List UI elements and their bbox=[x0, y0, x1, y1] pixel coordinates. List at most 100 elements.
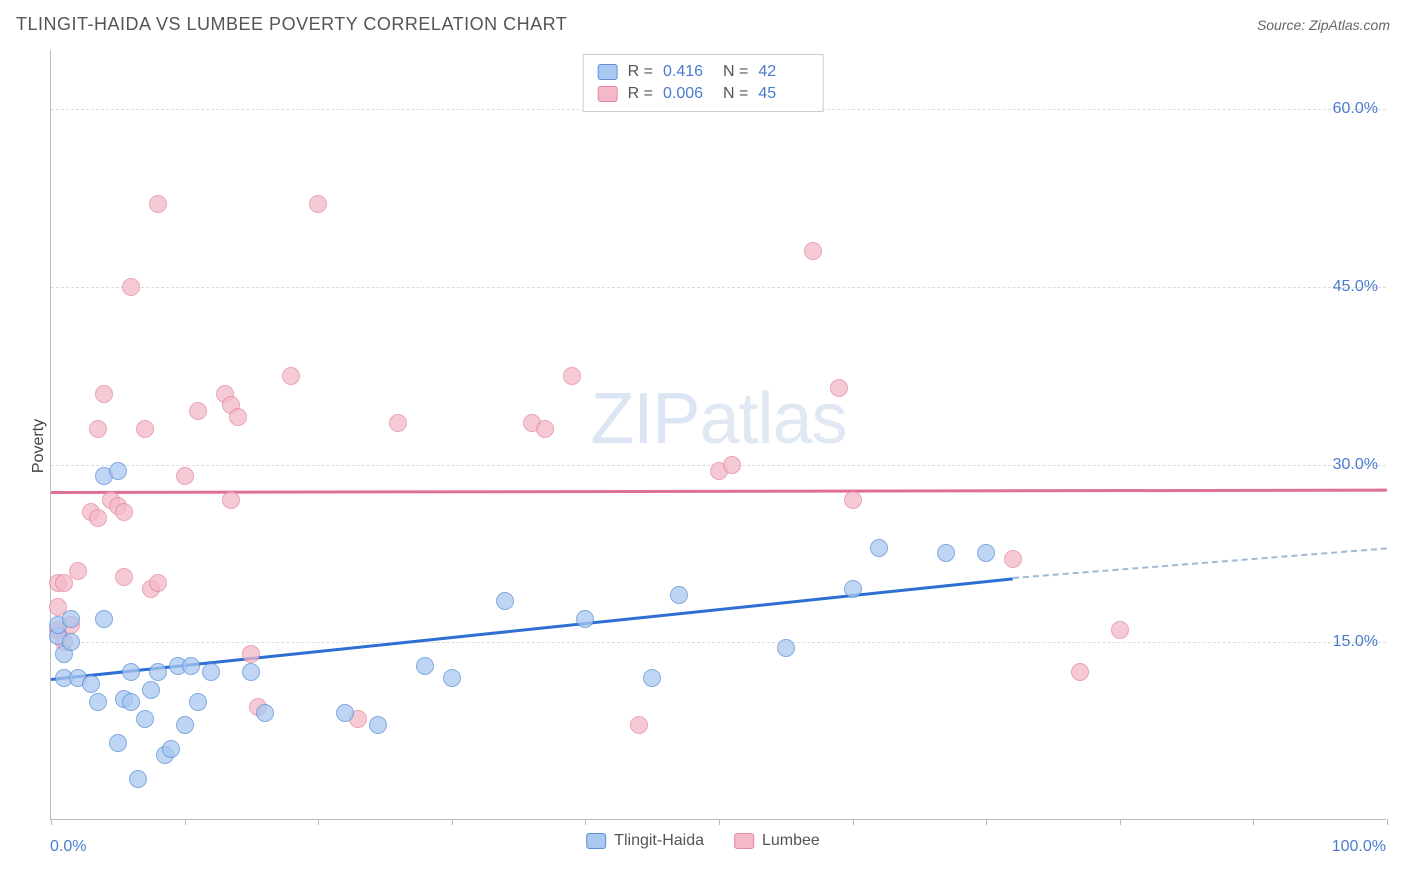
scatter-point-series1 bbox=[670, 586, 688, 604]
scatter-point-series1 bbox=[256, 704, 274, 722]
y-axis-title: Poverty bbox=[30, 419, 48, 473]
scatter-point-series2 bbox=[115, 568, 133, 586]
legend-swatch-series1 bbox=[586, 833, 606, 849]
stats-n-label-2: N = bbox=[723, 85, 748, 103]
plot-area: ZIPatlas 15.0% 30.0% 45.0% 60.0% bbox=[50, 50, 1386, 820]
stats-r-value-2: 0.006 bbox=[663, 85, 713, 103]
chart-container: TLINGIT-HAIDA VS LUMBEE POVERTY CORRELAT… bbox=[0, 0, 1406, 892]
scatter-point-series2 bbox=[804, 242, 822, 260]
stats-swatch-series2 bbox=[598, 86, 618, 102]
scatter-point-series2 bbox=[1111, 621, 1129, 639]
scatter-point-series1 bbox=[122, 693, 140, 711]
stats-n-value-1: 42 bbox=[758, 63, 808, 81]
scatter-point-series1 bbox=[937, 544, 955, 562]
scatter-point-series1 bbox=[576, 610, 594, 628]
stats-swatch-series1 bbox=[598, 64, 618, 80]
legend-swatch-series2 bbox=[734, 833, 754, 849]
y-tick-label: 15.0% bbox=[1333, 633, 1378, 651]
scatter-point-series2 bbox=[309, 195, 327, 213]
scatter-point-series2 bbox=[830, 379, 848, 397]
title-bar: TLINGIT-HAIDA VS LUMBEE POVERTY CORRELAT… bbox=[16, 14, 1390, 35]
scatter-point-series2 bbox=[89, 509, 107, 527]
grid-line bbox=[51, 642, 1386, 643]
scatter-point-series1 bbox=[977, 544, 995, 562]
scatter-point-series1 bbox=[336, 704, 354, 722]
stats-r-label-2: R = bbox=[628, 85, 653, 103]
scatter-point-series1 bbox=[870, 539, 888, 557]
scatter-point-series1 bbox=[109, 462, 127, 480]
scatter-point-series2 bbox=[1071, 663, 1089, 681]
x-tick bbox=[853, 819, 854, 825]
x-axis-max-label: 100.0% bbox=[1332, 838, 1386, 856]
scatter-point-series2 bbox=[229, 408, 247, 426]
scatter-point-series1 bbox=[62, 610, 80, 628]
scatter-point-series1 bbox=[777, 639, 795, 657]
scatter-point-series2 bbox=[95, 385, 113, 403]
scatter-point-series1 bbox=[643, 669, 661, 687]
scatter-point-series2 bbox=[189, 402, 207, 420]
x-tick bbox=[185, 819, 186, 825]
stats-row-series2: R = 0.006 N = 45 bbox=[598, 83, 809, 105]
scatter-point-series1 bbox=[369, 716, 387, 734]
legend-item-series2: Lumbee bbox=[734, 832, 820, 850]
scatter-point-series2 bbox=[242, 645, 260, 663]
y-tick-label: 30.0% bbox=[1333, 456, 1378, 474]
scatter-point-series1 bbox=[62, 633, 80, 651]
scatter-point-series1 bbox=[122, 663, 140, 681]
chart-title: TLINGIT-HAIDA VS LUMBEE POVERTY CORRELAT… bbox=[16, 14, 567, 35]
scatter-point-series2 bbox=[536, 420, 554, 438]
grid-line bbox=[51, 287, 1386, 288]
watermark-bold: ZIP bbox=[590, 379, 699, 459]
stats-box: R = 0.416 N = 42 R = 0.006 N = 45 bbox=[583, 54, 824, 112]
y-tick-label: 60.0% bbox=[1333, 100, 1378, 118]
scatter-point-series2 bbox=[176, 467, 194, 485]
trend-line bbox=[51, 488, 1387, 493]
x-tick bbox=[452, 819, 453, 825]
scatter-point-series1 bbox=[109, 734, 127, 752]
stats-n-label-1: N = bbox=[723, 63, 748, 81]
x-tick bbox=[1120, 819, 1121, 825]
scatter-point-series2 bbox=[115, 503, 133, 521]
scatter-point-series1 bbox=[176, 716, 194, 734]
scatter-point-series1 bbox=[202, 663, 220, 681]
watermark-light: atlas bbox=[699, 379, 846, 459]
scatter-point-series2 bbox=[122, 278, 140, 296]
y-tick-label: 45.0% bbox=[1333, 278, 1378, 296]
scatter-point-series2 bbox=[723, 456, 741, 474]
legend-label-series2: Lumbee bbox=[762, 832, 820, 850]
scatter-point-series1 bbox=[844, 580, 862, 598]
x-tick bbox=[986, 819, 987, 825]
watermark: ZIPatlas bbox=[590, 378, 846, 460]
trend-line-dashed bbox=[1013, 548, 1387, 580]
stats-r-label-1: R = bbox=[628, 63, 653, 81]
scatter-point-series2 bbox=[1004, 550, 1022, 568]
x-tick bbox=[51, 819, 52, 825]
scatter-point-series2 bbox=[149, 574, 167, 592]
scatter-point-series2 bbox=[389, 414, 407, 432]
x-tick bbox=[1387, 819, 1388, 825]
x-tick bbox=[318, 819, 319, 825]
scatter-point-series1 bbox=[129, 770, 147, 788]
scatter-point-series1 bbox=[142, 681, 160, 699]
scatter-point-series2 bbox=[222, 491, 240, 509]
scatter-point-series2 bbox=[844, 491, 862, 509]
stats-r-value-1: 0.416 bbox=[663, 63, 713, 81]
source-attribution: Source: ZipAtlas.com bbox=[1257, 17, 1390, 33]
legend-item-series1: Tlingit-Haida bbox=[586, 832, 704, 850]
scatter-point-series2 bbox=[563, 367, 581, 385]
x-tick bbox=[1253, 819, 1254, 825]
scatter-point-series1 bbox=[242, 663, 260, 681]
stats-row-series1: R = 0.416 N = 42 bbox=[598, 61, 809, 83]
scatter-point-series1 bbox=[416, 657, 434, 675]
scatter-point-series1 bbox=[182, 657, 200, 675]
x-tick bbox=[719, 819, 720, 825]
scatter-point-series1 bbox=[136, 710, 154, 728]
scatter-point-series2 bbox=[149, 195, 167, 213]
scatter-point-series2 bbox=[89, 420, 107, 438]
scatter-point-series1 bbox=[162, 740, 180, 758]
scatter-point-series2 bbox=[136, 420, 154, 438]
scatter-point-series1 bbox=[149, 663, 167, 681]
x-tick bbox=[585, 819, 586, 825]
stats-n-value-2: 45 bbox=[758, 85, 808, 103]
scatter-point-series2 bbox=[630, 716, 648, 734]
